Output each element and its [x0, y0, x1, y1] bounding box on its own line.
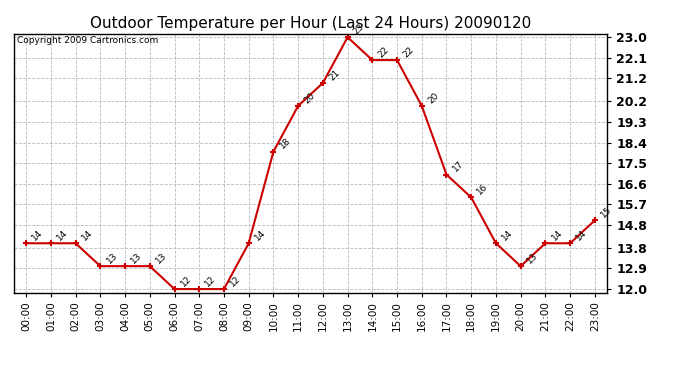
Text: 14: 14: [574, 228, 589, 243]
Text: 20: 20: [302, 91, 317, 105]
Title: Outdoor Temperature per Hour (Last 24 Hours) 20090120: Outdoor Temperature per Hour (Last 24 Ho…: [90, 16, 531, 31]
Text: 13: 13: [104, 251, 119, 266]
Text: 22: 22: [401, 45, 415, 59]
Text: 15: 15: [599, 205, 613, 220]
Text: 16: 16: [475, 182, 490, 197]
Text: 23: 23: [352, 22, 366, 36]
Text: 14: 14: [30, 228, 45, 243]
Text: 14: 14: [253, 228, 267, 243]
Text: 12: 12: [179, 274, 193, 288]
Text: 14: 14: [500, 228, 515, 243]
Text: Copyright 2009 Cartronics.com: Copyright 2009 Cartronics.com: [17, 36, 158, 45]
Text: 12: 12: [228, 274, 243, 288]
Text: 13: 13: [129, 251, 144, 266]
Text: 13: 13: [154, 251, 168, 266]
Text: 13: 13: [525, 251, 540, 266]
Text: 14: 14: [55, 228, 70, 243]
Text: 17: 17: [451, 159, 465, 174]
Text: 18: 18: [277, 136, 292, 151]
Text: 14: 14: [80, 228, 95, 243]
Text: 22: 22: [377, 45, 391, 59]
Text: 12: 12: [204, 274, 218, 288]
Text: 21: 21: [327, 68, 342, 82]
Text: 20: 20: [426, 91, 440, 105]
Text: 14: 14: [549, 228, 564, 243]
